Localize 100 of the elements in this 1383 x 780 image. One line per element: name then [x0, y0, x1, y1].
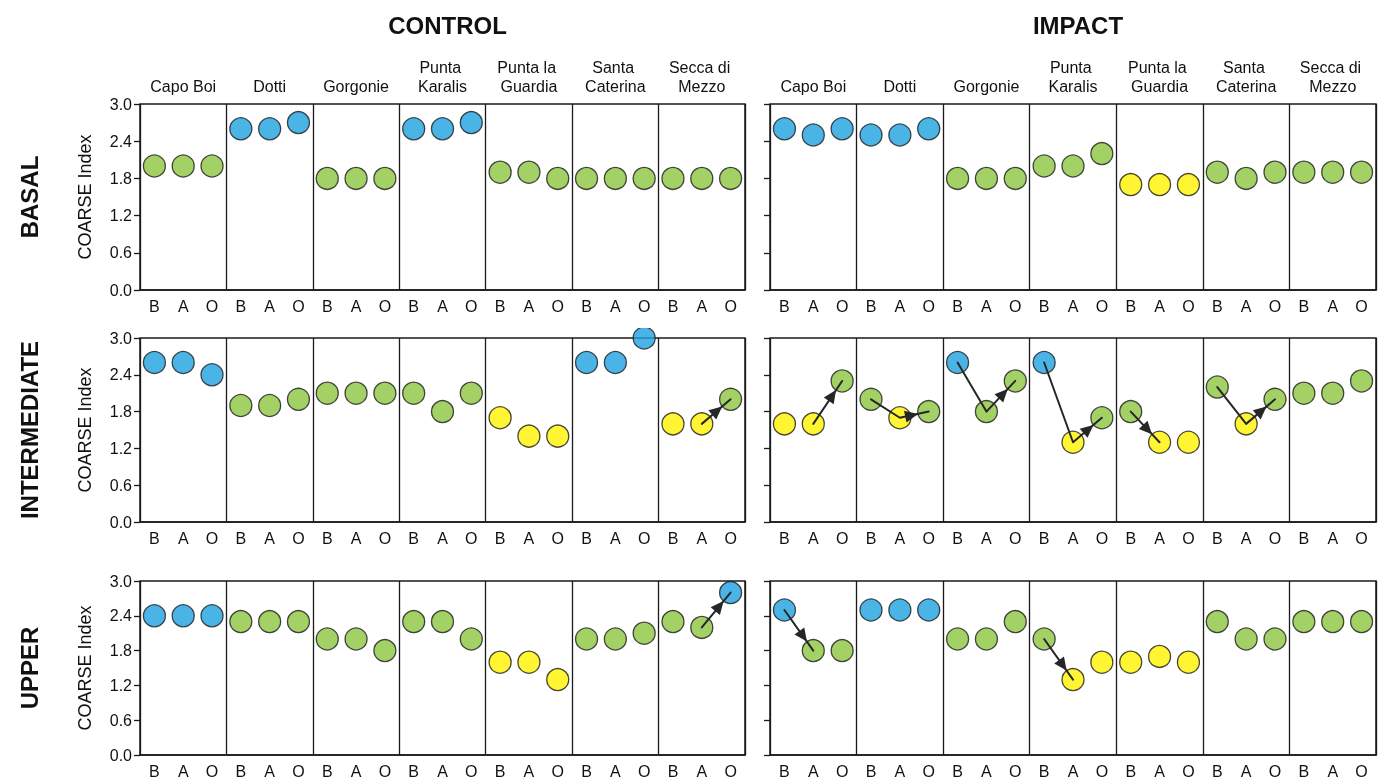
point — [1003, 369, 1027, 393]
x-tick-label: A — [523, 297, 535, 315]
point — [286, 609, 311, 634]
x-tick-label: B — [149, 762, 160, 780]
y-tick-label: 1.2 — [109, 207, 133, 225]
point — [661, 166, 685, 191]
point — [772, 117, 797, 141]
x-tick-label: A — [1154, 762, 1166, 780]
x-tick-label: O — [1268, 297, 1282, 315]
point — [517, 160, 541, 184]
point — [772, 412, 797, 436]
x-tick-label: B — [1125, 297, 1137, 315]
point — [801, 123, 825, 147]
text: Punta la Guardia — [497, 59, 561, 95]
point — [517, 424, 541, 448]
x-tick-label: A — [610, 762, 622, 780]
point — [430, 117, 455, 141]
x-tick-label: B — [321, 297, 333, 315]
x-tick-label: B — [1125, 529, 1137, 547]
x-tick-label: A — [981, 297, 993, 315]
x-tick-label: O — [835, 297, 849, 315]
x-tick-label: B — [408, 762, 420, 780]
point — [286, 387, 311, 411]
x-tick-label: A — [894, 529, 906, 547]
point — [546, 166, 570, 191]
point — [830, 638, 854, 663]
point — [888, 123, 912, 147]
x-tick-label: A — [1327, 297, 1339, 315]
point — [859, 123, 883, 147]
x-tick-label: B — [1038, 762, 1050, 780]
x-tick-label: B — [1125, 762, 1137, 780]
x-tick-label: O — [551, 529, 564, 547]
point — [1321, 381, 1345, 405]
point — [603, 350, 628, 375]
text: Punta Karalis — [1048, 59, 1098, 95]
x-tick-label: A — [437, 297, 449, 315]
x-tick-label: A — [894, 297, 906, 315]
point — [488, 160, 512, 184]
x-tick-label: A — [894, 762, 906, 780]
x-tick-label: A — [350, 297, 362, 315]
x-tick-label: O — [637, 297, 651, 315]
point — [229, 609, 253, 634]
x-tick-label: A — [350, 529, 362, 547]
point — [373, 381, 397, 405]
point — [229, 393, 253, 418]
x-tick-label: B — [865, 297, 877, 315]
point — [574, 627, 599, 651]
x-tick-label: B — [494, 297, 506, 315]
x-tick-label: B — [952, 297, 963, 315]
x-tick-label: A — [1327, 762, 1339, 780]
point — [546, 667, 570, 692]
y-tick-label: 0.0 — [109, 281, 133, 299]
x-tick-label: B — [581, 762, 592, 780]
point — [1119, 172, 1143, 197]
x-tick-label: O — [292, 762, 305, 780]
text: Punta la Guardia — [1127, 59, 1192, 95]
x-tick-label: O — [1355, 297, 1368, 315]
text: Dotti — [883, 78, 917, 95]
point — [373, 638, 397, 663]
point — [718, 387, 743, 411]
x-tick-label: A — [177, 529, 189, 547]
point — [859, 387, 883, 411]
point — [1234, 166, 1258, 191]
point — [1205, 609, 1229, 634]
point — [574, 350, 599, 375]
point — [1061, 154, 1085, 178]
x-tick-label: O — [637, 529, 651, 547]
point — [200, 363, 224, 387]
x-tick-label: A — [264, 762, 276, 780]
point — [888, 598, 912, 622]
x-tick-label: B — [865, 529, 877, 547]
point — [945, 627, 970, 651]
point — [1147, 172, 1172, 197]
x-tick-label: O — [922, 297, 935, 315]
x-tick-label: A — [807, 762, 819, 780]
x-tick-label: B — [779, 529, 790, 547]
y-axis-title: COARSE Index — [75, 367, 95, 493]
x-tick-label: B — [1211, 762, 1223, 780]
x-tick-label: O — [292, 297, 305, 315]
text: Santa Caterina — [585, 59, 646, 95]
point — [1032, 627, 1056, 651]
point — [430, 609, 455, 634]
y-tick-label: 0.0 — [109, 746, 133, 764]
point — [1090, 141, 1114, 166]
y-axis-title: COARSE Index — [75, 134, 95, 260]
y-tick-label: 1.8 — [109, 642, 133, 660]
point — [1205, 160, 1229, 184]
point — [945, 350, 970, 375]
point — [1292, 381, 1316, 405]
point — [603, 627, 628, 651]
x-tick-label: B — [494, 762, 506, 780]
x-tick-label: B — [149, 529, 160, 547]
x-tick-label: O — [1095, 529, 1109, 547]
point — [1090, 406, 1114, 430]
point — [229, 117, 253, 141]
y-tick-label: 3.0 — [109, 95, 133, 113]
x-tick-label: A — [1240, 762, 1252, 780]
text: BASAL — [15, 155, 43, 239]
point — [142, 154, 167, 178]
x-tick-label: A — [523, 529, 535, 547]
